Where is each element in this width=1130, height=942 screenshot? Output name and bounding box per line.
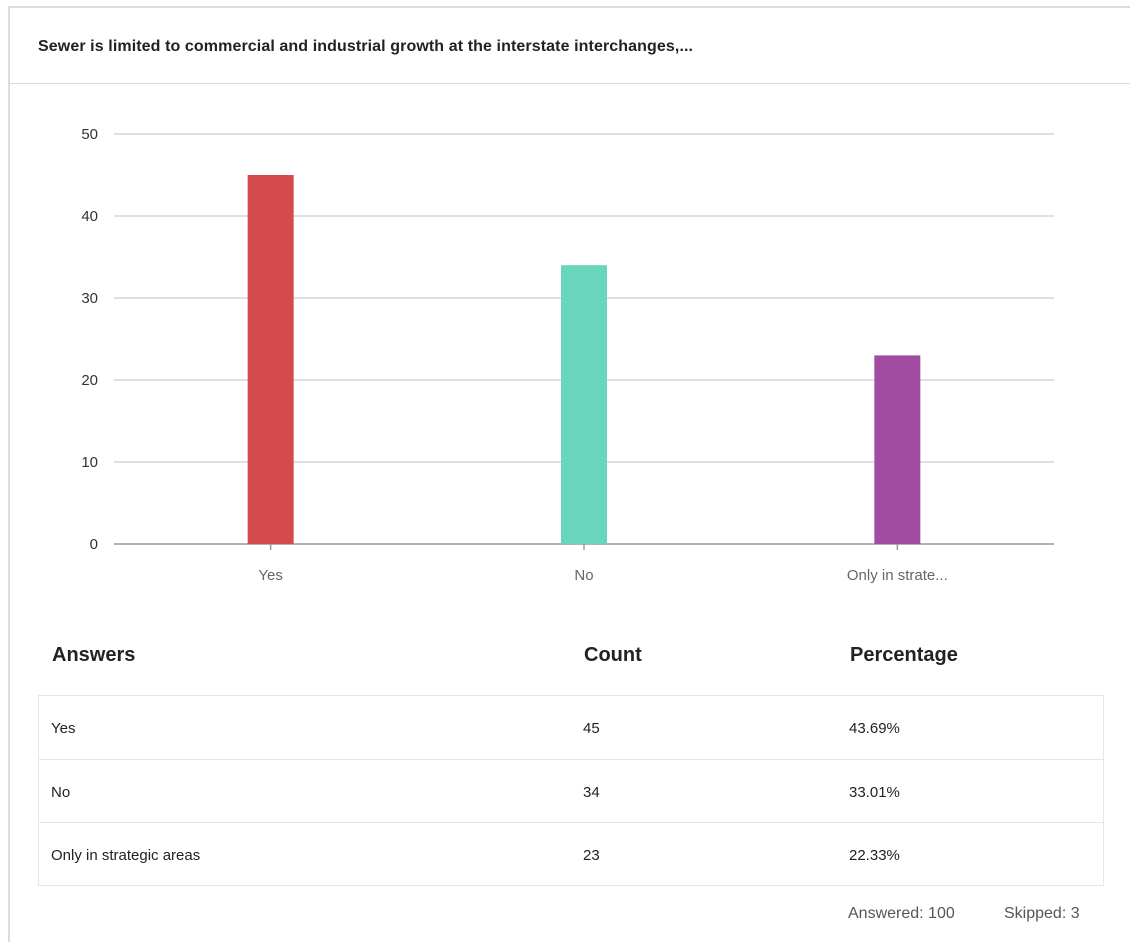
answered-count: Answered: 100: [848, 905, 955, 922]
bar-chart: 0 10 20 30 40 50 Yes No Only in strate...: [81, 126, 1054, 584]
x-tick-label: Yes: [258, 567, 282, 584]
percentage-cell: 43.69%: [849, 720, 900, 737]
answer-cell: Yes: [51, 720, 76, 737]
table-row: Only in strategic areas 23 22.33%: [39, 822, 1103, 885]
y-tick-label: 50: [81, 126, 98, 143]
count-header: Count: [584, 644, 642, 666]
percentage-header: Percentage: [850, 644, 958, 666]
y-tick-label: 10: [81, 454, 98, 471]
y-tick-label: 30: [81, 290, 98, 307]
skipped-count: Skipped: 3: [1004, 905, 1080, 922]
question-title: Sewer is limited to commercial and indus…: [38, 38, 694, 55]
x-tick-label: Only in strate...: [847, 567, 948, 584]
bar: [561, 265, 607, 544]
count-cell: 34: [583, 784, 600, 801]
table-row: Yes 45 43.69%: [39, 696, 1103, 759]
bar: [874, 355, 921, 544]
y-tick-label: 40: [81, 208, 98, 225]
table-row: No 34 33.01%: [39, 759, 1103, 822]
answers-table: Yes 45 43.69% No 34 33.01% Only in strat…: [38, 695, 1104, 886]
bar: [247, 175, 294, 544]
count-cell: 23: [583, 847, 600, 864]
count-cell: 45: [583, 720, 600, 737]
y-tick-label: 0: [90, 536, 98, 553]
answers-header: Answers: [52, 644, 136, 666]
percentage-cell: 33.01%: [849, 784, 900, 801]
question-header: Sewer is limited to commercial and indus…: [10, 8, 1130, 84]
percentage-cell: 22.33%: [849, 847, 900, 864]
x-tick-label: No: [574, 567, 593, 584]
answer-cell: No: [51, 784, 71, 801]
y-tick-label: 20: [81, 372, 98, 389]
answer-cell: Only in strategic areas: [51, 847, 201, 864]
